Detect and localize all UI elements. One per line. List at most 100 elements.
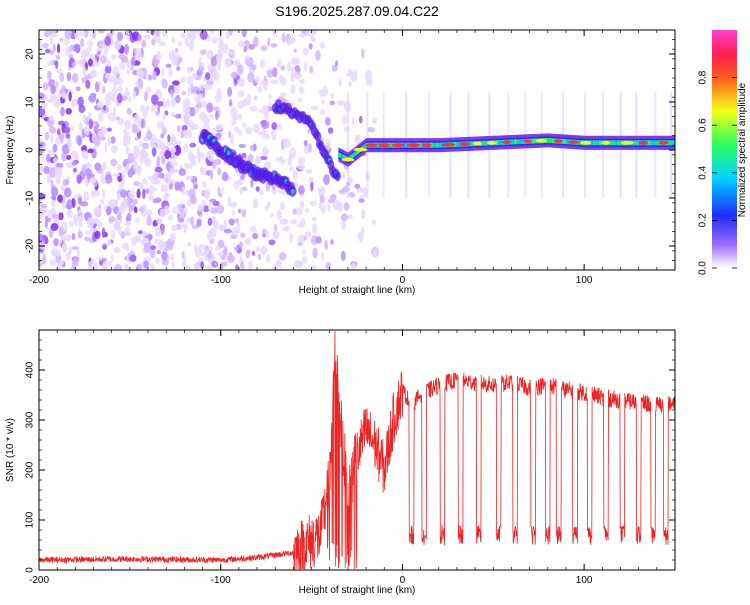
noise-blob [112,69,119,76]
noise-blob [112,106,117,116]
noise-blob [304,231,312,238]
noise-blob [216,265,221,270]
y-tick-label: -20 [25,238,36,253]
noise-blob [135,217,140,224]
noise-blob [133,113,141,124]
carrier-core [482,140,484,146]
carrier-peak [486,141,497,145]
noise-blob [118,85,123,93]
carrier-core [669,140,672,146]
carrier-core [655,140,658,146]
noise-blob [233,126,240,133]
carrier-core [595,140,598,146]
noise-blob [78,122,83,133]
carrier-core [617,140,620,146]
noise-blob [188,128,192,139]
noise-blob [39,196,44,201]
noise-blob [338,78,342,87]
colorbar-gradient [712,30,737,268]
noise-blob [199,49,207,55]
noise-blob [113,247,121,254]
noise-blob [163,205,170,215]
noise-blob [151,38,156,46]
noise-blob [174,47,179,54]
noise-blob [143,33,151,40]
noise-blob [71,232,76,241]
noise-blob [60,184,66,192]
noise-blob [148,184,155,196]
noise-blob [124,86,129,96]
carrier-core [547,137,550,143]
noise-blob [257,85,263,93]
noise-blob [120,231,126,239]
noise-blob [51,213,60,219]
noise-blob [181,129,190,139]
carrier-core [514,139,517,145]
noise-blob [257,253,262,261]
noise-blob [77,231,83,239]
carrier-core [597,140,600,146]
noise-blob [142,188,146,200]
noise-blob [233,246,239,252]
noise-blob [214,245,221,251]
noise-blob [39,38,42,46]
noise-blob [132,149,139,159]
noise-blob [49,167,57,179]
noise-blob [311,223,318,234]
noise-blob [136,188,141,199]
noise-blob [83,236,91,242]
carrier-peak [458,142,470,146]
noise-blob [371,219,377,225]
noise-blob [43,166,50,175]
noise-blob [210,114,214,119]
noise-blob [138,79,144,90]
snr-axes: -200 -100 0 100 0 100 200 300 400 [25,329,676,586]
carrier-core [649,140,651,146]
noise-blob [123,131,130,141]
noise-blob [72,259,76,270]
noise-blob [78,104,86,114]
noise-blob [360,209,366,220]
noise-blob [184,162,190,170]
noise-blob [173,144,182,156]
noise-blob [327,127,334,134]
noise-blob [145,209,153,216]
noise-blob [102,244,107,250]
noise-blob [52,157,58,164]
noise-blob [303,62,308,72]
y-tick-label: 300 [25,411,36,428]
carrier-core [533,138,536,144]
carrier-core [513,139,516,145]
noise-blob [50,179,54,190]
carrier-core [437,142,440,148]
noise-blob [188,162,193,170]
noise-blob [340,250,346,262]
carrier-core [520,139,523,145]
noise-blob [154,257,160,264]
x-tick-label: -100 [211,275,231,286]
carrier-core [518,139,520,145]
carrier-core [670,140,673,146]
noise-blob [56,69,63,74]
noise-blob [282,225,291,232]
noise-blob [92,30,96,39]
carrier-peak [638,141,649,145]
noise-blob [260,45,268,51]
noise-blob [142,237,149,244]
noise-blob [142,178,148,185]
carrier-core [566,139,568,145]
noise-blob [197,152,201,164]
carrier-peak [353,147,368,152]
carrier-core [562,138,565,144]
noise-blob [200,168,208,176]
noise-blob [211,216,216,223]
noise-blob [97,50,101,56]
carrier-peak [472,141,482,146]
noise-blob [315,49,321,61]
noise-blob [270,43,278,48]
noise-blob [270,129,277,141]
noise-blob [125,146,130,155]
noise-blob [171,136,177,147]
noise-blob [77,135,82,147]
noise-blob [204,249,209,256]
